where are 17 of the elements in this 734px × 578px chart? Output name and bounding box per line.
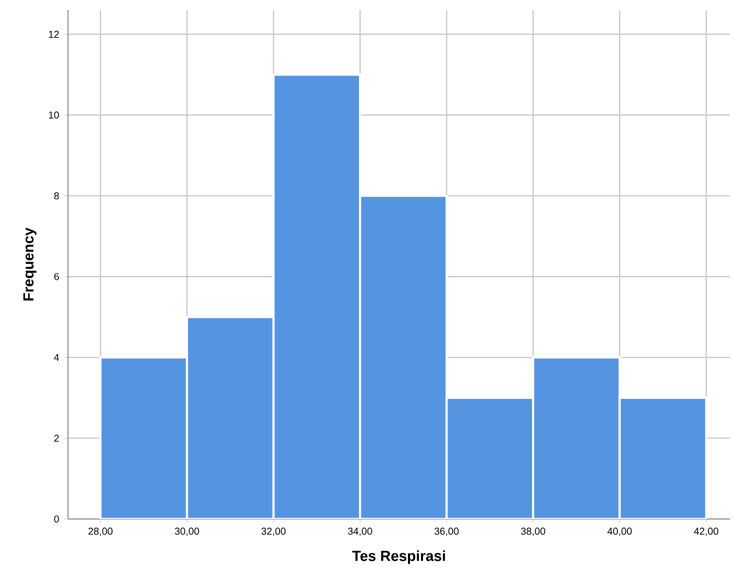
x-tick-label: 32,00 bbox=[261, 528, 286, 536]
y-tick-label: 2 bbox=[54, 434, 59, 442]
y-axis-title: Frequency bbox=[23, 228, 36, 300]
y-tick-label: 12 bbox=[48, 30, 59, 38]
y-tick-label: 0 bbox=[54, 515, 59, 523]
x-axis-title: Tes Respirasi bbox=[352, 550, 445, 564]
y-tick-label: 4 bbox=[54, 354, 60, 361]
x-tick-label: 40,00 bbox=[607, 528, 632, 536]
x-tick-label: 36,00 bbox=[434, 528, 459, 536]
y-tick-label: 10 bbox=[48, 112, 59, 119]
x-tick-label: 28,00 bbox=[88, 528, 113, 536]
x-tick-label: 30,00 bbox=[174, 528, 200, 536]
x-tick-label: 38,00 bbox=[521, 528, 546, 536]
x-tick-label: 34,00 bbox=[348, 528, 372, 536]
y-tick-label: 6 bbox=[54, 273, 59, 280]
x-tick-label: 42,00 bbox=[694, 528, 718, 536]
y-tick-label: 8 bbox=[54, 192, 59, 200]
